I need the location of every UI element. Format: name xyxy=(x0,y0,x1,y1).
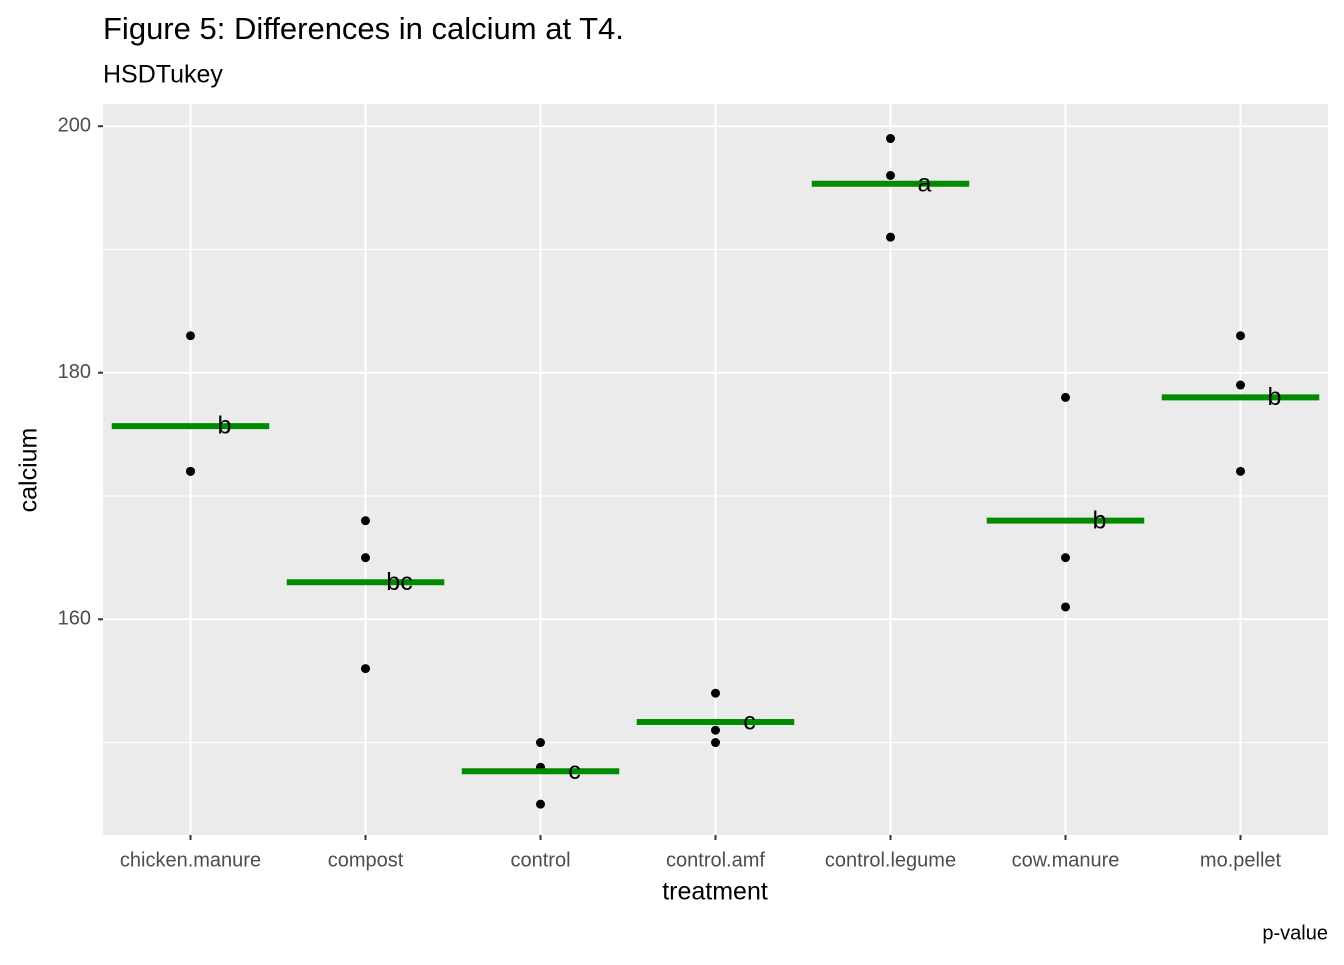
data-point xyxy=(886,134,895,144)
x-tick-label: cow.manure xyxy=(1012,849,1120,871)
group-letter: b xyxy=(1093,506,1107,534)
y-tick-label: 160 xyxy=(58,608,91,630)
group-letter: c xyxy=(743,708,756,736)
x-tick-label: chicken.manure xyxy=(120,849,261,871)
y-tick-label: 180 xyxy=(58,361,91,383)
x-tick-label: compost xyxy=(328,849,404,871)
group-letter: bc xyxy=(386,568,412,596)
data-point xyxy=(536,799,545,809)
x-axis-title: treatment xyxy=(662,878,768,906)
data-point xyxy=(711,725,720,735)
group-letter: a xyxy=(918,169,932,197)
group-letter: b xyxy=(218,412,232,440)
data-point xyxy=(1236,466,1245,476)
data-point xyxy=(186,331,195,341)
x-tick-label: mo.pellet xyxy=(1200,849,1282,871)
data-point xyxy=(361,664,370,674)
data-point xyxy=(886,232,895,242)
data-point xyxy=(886,170,895,180)
data-point xyxy=(361,516,370,526)
data-point xyxy=(186,466,195,476)
group-letter: c xyxy=(568,757,581,785)
caption: p-value xyxy=(1262,922,1328,944)
data-point xyxy=(711,738,720,748)
x-tick-label: control.legume xyxy=(825,849,956,871)
data-point xyxy=(1061,553,1070,563)
data-point xyxy=(361,553,370,563)
chart-subtitle: HSDTukey xyxy=(103,61,223,89)
data-point xyxy=(1061,602,1070,612)
data-point xyxy=(1236,331,1245,341)
x-tick-label: control xyxy=(510,849,570,871)
data-point xyxy=(536,738,545,748)
data-point xyxy=(1236,380,1245,390)
y-axis-title: calcium xyxy=(15,428,43,513)
y-tick-label: 200 xyxy=(58,114,91,136)
group-letter: b xyxy=(1268,383,1282,411)
chart-title: Figure 5: Differences in calcium at T4. xyxy=(103,11,624,46)
data-point xyxy=(1061,392,1070,402)
data-point xyxy=(711,688,720,698)
x-tick-label: control.amf xyxy=(666,849,765,871)
